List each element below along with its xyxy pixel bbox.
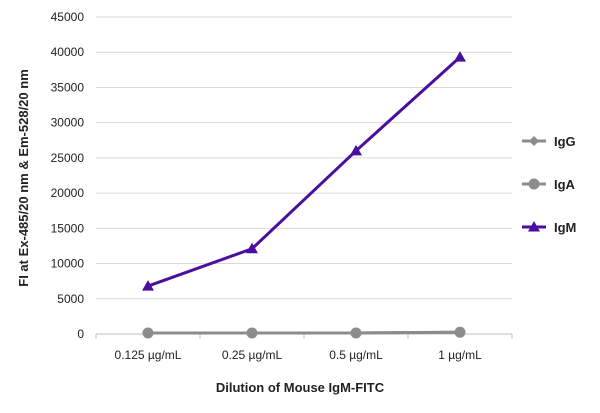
data-point (350, 144, 362, 156)
legend-marker-icon (528, 221, 540, 232)
data-point (350, 327, 362, 339)
gridlines (96, 16, 512, 300)
series-line (147, 56, 462, 288)
series-line (148, 330, 461, 335)
y-tick-label: 40000 (51, 45, 85, 59)
data-point (246, 242, 258, 254)
legend-item-iga: IgA (522, 177, 576, 192)
y-tick-label: 25000 (51, 151, 85, 165)
legend: IgG IgA IgM (522, 134, 576, 235)
y-tick-label: 30000 (51, 116, 85, 130)
y-axis-title: FI at Ex-485/20 nm & Em-528/20 nm (16, 69, 31, 286)
data-point (246, 327, 258, 339)
x-tick-label: 0.5 µg/mL (329, 348, 383, 362)
x-axis-title: Dilution of Mouse IgM-FITC (216, 380, 385, 395)
legend-marker-icon (528, 178, 540, 190)
x-tick-label: 0.125 µg/mL (115, 348, 182, 362)
legend-marker-icon (529, 136, 539, 146)
data-point (454, 326, 466, 338)
y-tick-label: 45000 (51, 10, 85, 24)
axes: 0 5000 10000 15000 20000 25000 30000 35000 40000… (51, 10, 513, 362)
y-tick-label: 15000 (51, 221, 85, 235)
y-tick-label: 10000 (51, 257, 85, 271)
y-tick-label: 0 (77, 327, 84, 341)
data-point (142, 280, 154, 291)
y-tick-label: 5000 (57, 292, 84, 306)
data-point (142, 327, 154, 339)
legend-item-igg: IgG (522, 134, 576, 149)
legend-label: IgG (554, 134, 576, 149)
series-igm (142, 51, 466, 291)
legend-item-igm: IgM (522, 220, 576, 235)
legend-label: IgM (554, 220, 576, 235)
data-point (454, 51, 466, 62)
y-tick-label: 20000 (51, 186, 85, 200)
x-tick-label: 1 µg/mL (438, 348, 482, 362)
legend-label: IgA (554, 177, 576, 192)
x-tick-label: 0.25 µg/mL (222, 348, 283, 362)
y-tick-label: 35000 (51, 80, 85, 94)
series-iga (142, 326, 466, 339)
series-lines (142, 51, 466, 339)
